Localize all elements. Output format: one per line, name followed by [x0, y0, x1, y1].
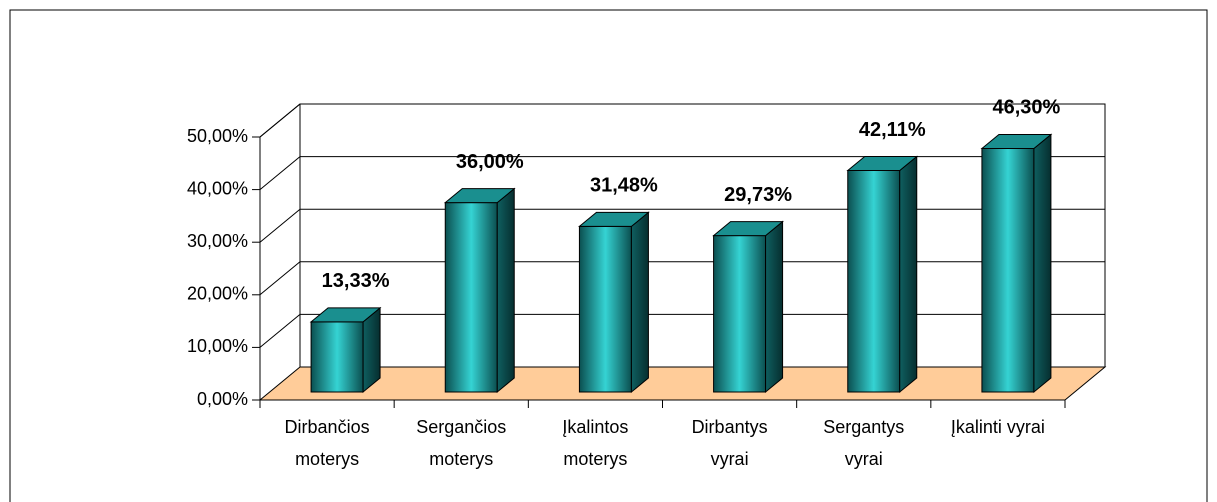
chart-frame: [9, 9, 1208, 502]
bar-side: [899, 155, 918, 394]
bar: [846, 155, 919, 394]
bar-front: [847, 170, 901, 393]
grid-line: [259, 103, 1105, 138]
y-tick-label: 50,00%: [187, 126, 248, 146]
grid-line: [259, 156, 1105, 190]
bar-top: [578, 211, 650, 227]
x-tick-label: Įkalintos moterys: [562, 417, 628, 469]
value-label: 29,73%: [724, 184, 792, 206]
bar-top: [846, 156, 919, 172]
bar-side: [362, 306, 381, 394]
y-tick-label: 0,00%: [197, 389, 248, 409]
floor: [258, 366, 1107, 401]
value-label: 31,48%: [590, 175, 658, 197]
bar: [309, 306, 382, 394]
plot: 0,00% 10,00% 20,00% 30,00% 40,00% 50,00% Dirba…: [187, 97, 1107, 469]
y-tick-label: 10,00%: [187, 336, 248, 356]
bar-front: [713, 235, 767, 393]
bar: [980, 133, 1053, 394]
x-tick-label: Sergančios moterys: [416, 417, 506, 469]
grid-line: [259, 208, 1105, 243]
y-tick-label: 20,00%: [187, 284, 248, 304]
bar-front: [578, 225, 632, 393]
grid-line: [259, 313, 1105, 348]
value-label: 46,30%: [992, 97, 1060, 119]
bar-side: [496, 187, 515, 394]
bar: [443, 187, 516, 394]
bar-side: [765, 220, 784, 394]
bar-side: [1033, 133, 1052, 394]
x-tick-label: Dirbančios moterys: [285, 417, 370, 469]
bar-side: [630, 211, 649, 394]
bar-top: [712, 221, 784, 237]
value-label: 42,11%: [859, 119, 926, 141]
bar-front: [444, 202, 498, 393]
bar: [712, 220, 784, 394]
x-tick-label: Sergantys vyrai: [823, 417, 904, 469]
bar-front: [310, 321, 364, 393]
value-label: 36,00%: [456, 151, 524, 173]
value-label: 13,33%: [322, 270, 390, 292]
x-tick-label: Įkalinti vyrai: [951, 417, 1045, 437]
bar-top: [980, 133, 1053, 149]
bar-top: [443, 188, 516, 204]
bar-top: [309, 307, 382, 323]
y-tick-label: 40,00%: [187, 178, 248, 198]
wall-edge: [259, 103, 1106, 400]
grid-line: [259, 261, 1105, 296]
x-tick-label: Dirbantys vyrai: [692, 417, 768, 469]
bar-front: [981, 147, 1035, 393]
bar: [578, 211, 650, 394]
y-tick-label: 30,00%: [187, 231, 248, 251]
